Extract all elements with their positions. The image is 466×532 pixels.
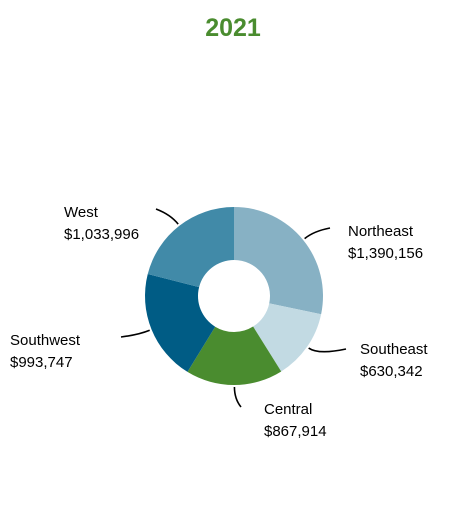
leader-line-southeast [308, 347, 347, 353]
leader-line-central [233, 386, 242, 408]
label-category-west: West [64, 204, 99, 221]
label-value-central: $867,914 [264, 423, 327, 440]
slice-central [187, 326, 282, 385]
label-category-southwest: Southwest [10, 332, 81, 349]
label-value-southeast: $630,342 [360, 363, 423, 380]
label-value-southwest: $993,747 [10, 354, 73, 371]
slice-northeast [234, 207, 324, 315]
slice-west [147, 207, 234, 288]
label-value-west: $1,033,996 [64, 226, 139, 243]
slice-southeast [253, 303, 322, 372]
label-category-northeast: Northeast [348, 223, 414, 240]
leader-line-west [155, 208, 179, 225]
leader-line-southwest [120, 329, 150, 338]
label-value-northeast: $1,390,156 [348, 245, 423, 262]
leader-line-northeast [304, 227, 331, 240]
label-category-southeast: Southeast [360, 341, 428, 358]
label-category-central: Central [264, 401, 312, 418]
chart-title: 2021 [205, 14, 261, 42]
slice-southwest [145, 274, 216, 372]
